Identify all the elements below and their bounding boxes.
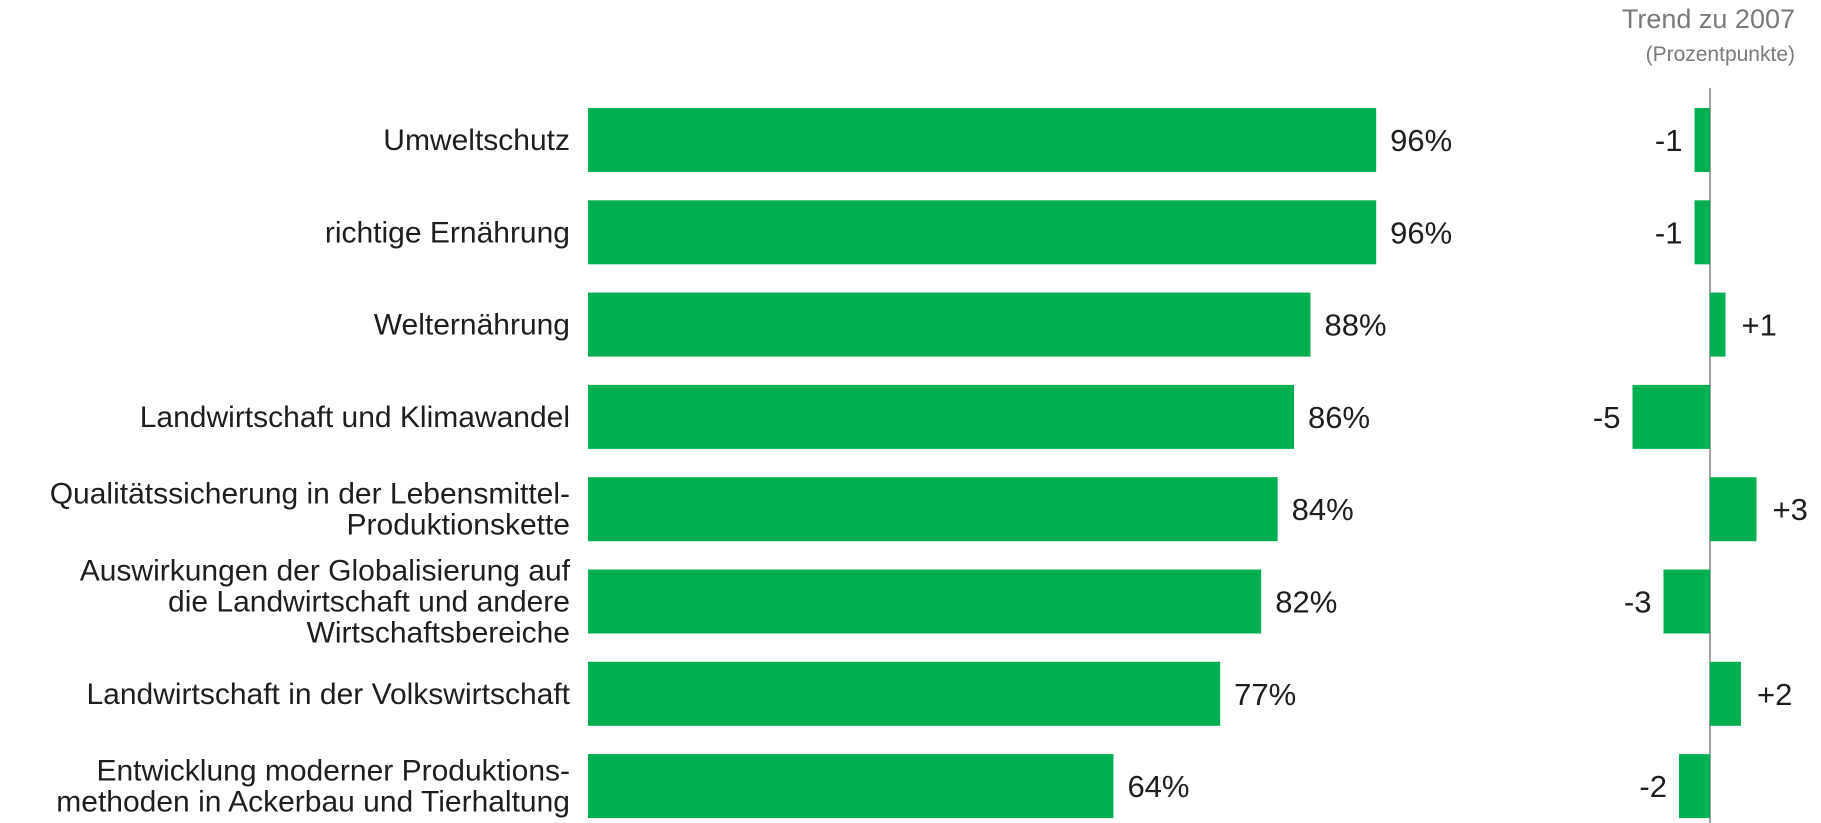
bar <box>588 754 1114 819</box>
trend-bar <box>1710 661 1741 726</box>
category-label-line: Entwicklung moderner Produktions- <box>96 755 570 788</box>
category-label: Welternährung <box>374 309 570 342</box>
trend-value-label: +3 <box>1773 492 1808 527</box>
bar <box>588 477 1278 542</box>
bar-value-label: 82% <box>1275 585 1337 620</box>
category-label-line: Wirtschaftsbereiche <box>307 617 570 650</box>
bar <box>588 292 1311 357</box>
bar-value-label: 84% <box>1292 492 1354 527</box>
bar-value-label: 77% <box>1234 677 1296 712</box>
bar-value-label: 96% <box>1390 123 1452 158</box>
category-label-line: die Landwirtschaft und andere <box>168 586 570 619</box>
trend-bar <box>1710 292 1726 357</box>
main-bars: 96% Umweltschutz 96% richtige Ernährung 88% W… <box>50 108 1452 819</box>
trend-bar <box>1632 384 1710 449</box>
bar <box>588 661 1221 726</box>
category-label-line: Produktionskette <box>347 509 570 542</box>
trend-title: Trend zu 2007 <box>1622 4 1795 34</box>
bar-value-label: 86% <box>1308 400 1370 435</box>
trend-value-label: -2 <box>1639 769 1667 804</box>
category-label-line: richtige Ernährung <box>325 216 570 249</box>
category-label: Umweltschutz <box>383 124 570 157</box>
trend-bar <box>1679 754 1710 819</box>
trend-bar <box>1710 477 1757 542</box>
category-label: Auswirkungen der Globalisierung auf die L… <box>80 555 571 650</box>
trend-value-label: -1 <box>1655 123 1683 158</box>
trend-bar <box>1694 200 1710 265</box>
trend-bar <box>1694 108 1710 172</box>
category-label: richtige Ernährung <box>325 216 570 249</box>
trend-bar <box>1663 569 1710 634</box>
bar <box>588 569 1262 634</box>
bar-value-label: 96% <box>1390 215 1452 250</box>
category-label: Entwicklung moderner Produktions-methode… <box>56 755 570 819</box>
category-label: Landwirtschaft in der Volkswirtschaft <box>86 678 570 711</box>
bar <box>588 200 1377 265</box>
bar-value-label: 88% <box>1324 308 1386 343</box>
trend-bars: -1 -1 +1 -5 +3 -3 +2 -2 <box>1593 108 1808 819</box>
category-label-line: Landwirtschaft und Klimawandel <box>140 401 570 434</box>
category-label: Landwirtschaft und Klimawandel <box>140 401 570 434</box>
category-label-line: Auswirkungen der Globalisierung auf <box>80 555 571 588</box>
trend-value-label: +1 <box>1742 308 1777 343</box>
category-label-line: methoden in Ackerbau und Tierhaltung <box>56 786 570 819</box>
category-label: Qualitätssicherung in der Lebensmittel-P… <box>50 478 570 542</box>
category-label-line: Welternährung <box>374 309 570 342</box>
trend-subtitle: (Prozentpunkte) <box>1646 43 1795 66</box>
category-label-line: Landwirtschaft in der Volkswirtschaft <box>86 678 570 711</box>
bar-value-label: 64% <box>1127 769 1189 804</box>
trend-value-label: +2 <box>1757 677 1792 712</box>
category-label-line: Qualitätssicherung in der Lebensmittel- <box>50 478 570 511</box>
bar <box>588 108 1377 172</box>
category-label-line: Umweltschutz <box>383 124 570 157</box>
trend-value-label: -5 <box>1593 400 1621 435</box>
trend-value-label: -3 <box>1624 585 1652 620</box>
bar <box>588 384 1295 449</box>
trend-value-label: -1 <box>1655 215 1683 250</box>
